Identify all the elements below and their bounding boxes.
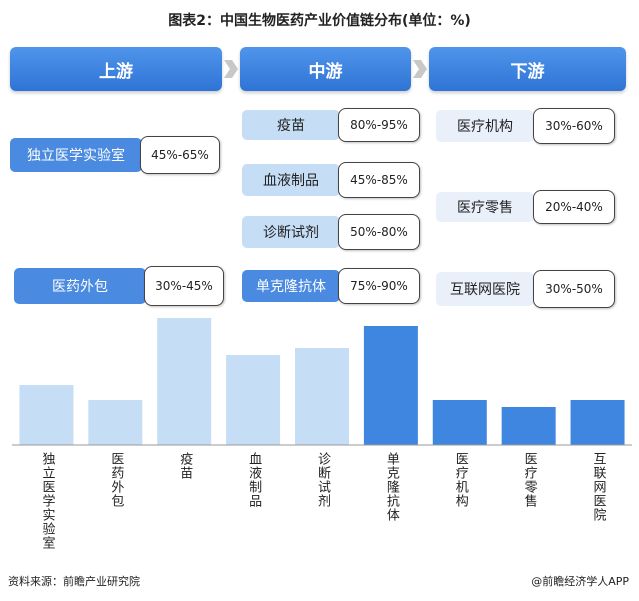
bar [226, 355, 281, 445]
bar [501, 407, 556, 445]
item-range: 30%-50% [533, 270, 615, 308]
x-tick-label: 独立医学实验室 [39, 452, 55, 550]
item-range: 50%-80% [338, 214, 420, 250]
x-tick-label: 血液制品 [246, 452, 262, 508]
bar [432, 400, 487, 445]
source: 资料来源：前瞻产业研究院 [8, 575, 140, 588]
bar [157, 318, 212, 445]
item-range: 30%-60% [533, 108, 615, 144]
item-range: 45%-65% [140, 136, 220, 174]
x-tick-label: 诊断试剂 [315, 452, 330, 508]
bar [19, 385, 74, 445]
item-label: 医疗机构 [436, 110, 534, 142]
x-tick-label: 互联网医院 [590, 452, 606, 522]
item-range: 75%-90% [338, 268, 420, 304]
item-label: 独立医学实验室 [10, 138, 142, 172]
item-label: 疫苗 [242, 110, 340, 140]
stage-header: 下游 [429, 47, 626, 91]
credit: @前瞻经济学人APP [531, 575, 629, 588]
x-tick-label: 医疗机构 [452, 452, 468, 508]
item-label: 互联网医院 [436, 272, 534, 306]
title: 图表2：中国生物医药产业价值链分布(单位：%) [168, 13, 471, 29]
arrow [224, 60, 238, 78]
stage-header: 上游 [10, 47, 222, 91]
item-range: 80%-95% [338, 108, 420, 142]
stage-header: 中游 [240, 47, 411, 91]
item-label: 医药外包 [14, 268, 146, 304]
item-range: 45%-85% [338, 162, 420, 198]
item-label: 诊断试剂 [242, 216, 340, 248]
item-range: 30%-45% [144, 266, 224, 306]
x-tick-label: 单克隆抗体 [383, 452, 399, 522]
x-tick-label: 医药外包 [108, 452, 124, 508]
bar [570, 400, 625, 445]
item-label: 单克隆抗体 [242, 270, 340, 302]
item-label: 血液制品 [242, 164, 340, 196]
bar [295, 348, 349, 445]
item-range: 20%-40% [533, 190, 615, 224]
item-label: 医疗零售 [436, 192, 534, 222]
bar [363, 326, 418, 445]
bar [88, 400, 143, 445]
arrow [413, 60, 427, 78]
x-tick-label: 疫苗 [177, 452, 193, 480]
x-tick-label: 医疗零售 [521, 452, 537, 508]
